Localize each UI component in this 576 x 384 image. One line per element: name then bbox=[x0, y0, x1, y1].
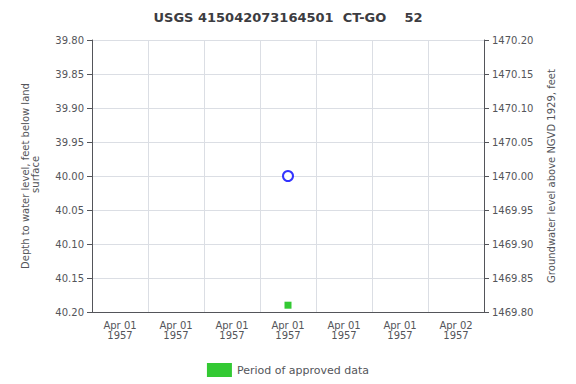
svg-text:1957: 1957 bbox=[387, 330, 412, 341]
svg-text:1470.05: 1470.05 bbox=[492, 137, 533, 148]
svg-text:Apr 01: Apr 01 bbox=[159, 319, 193, 331]
svg-text:39.95: 39.95 bbox=[55, 137, 84, 148]
svg-text:1957: 1957 bbox=[107, 330, 132, 341]
svg-text:40.15: 40.15 bbox=[55, 273, 84, 284]
svg-text:1470.00: 1470.00 bbox=[492, 171, 533, 182]
svg-text:Depth to water level, feet bel: Depth to water level, feet below land bbox=[19, 83, 31, 269]
svg-text:surface: surface bbox=[30, 156, 41, 196]
svg-text:1957: 1957 bbox=[163, 330, 188, 341]
svg-text:USGS 415042073164501 CT-GO: USGS 415042073164501 CT-GO 52 bbox=[153, 10, 422, 25]
svg-text:Apr 02: Apr 02 bbox=[439, 319, 473, 331]
svg-text:1470.10: 1470.10 bbox=[492, 103, 533, 114]
svg-text:1957: 1957 bbox=[331, 330, 356, 341]
svg-text:1957: 1957 bbox=[443, 330, 468, 341]
svg-text:39.85: 39.85 bbox=[55, 69, 84, 80]
svg-text:1469.85: 1469.85 bbox=[492, 273, 533, 284]
svg-text:1957: 1957 bbox=[275, 330, 300, 341]
svg-text:Period of approved data: Period of approved data bbox=[237, 364, 369, 377]
svg-text:39.90: 39.90 bbox=[55, 103, 84, 114]
svg-text:Apr 01: Apr 01 bbox=[383, 319, 417, 331]
svg-text:1469.80: 1469.80 bbox=[492, 307, 533, 318]
svg-text:1470.15: 1470.15 bbox=[492, 69, 533, 80]
svg-text:40.05: 40.05 bbox=[55, 205, 84, 216]
svg-text:40.00: 40.00 bbox=[55, 171, 84, 182]
svg-text:1469.95: 1469.95 bbox=[492, 205, 533, 216]
svg-text:40.20: 40.20 bbox=[55, 307, 84, 318]
svg-text:39.80: 39.80 bbox=[55, 35, 84, 46]
svg-text:Apr 01: Apr 01 bbox=[271, 319, 305, 331]
svg-text:1469.90: 1469.90 bbox=[492, 239, 533, 250]
svg-text:Apr 01: Apr 01 bbox=[327, 319, 361, 331]
svg-text:1957: 1957 bbox=[219, 330, 244, 341]
svg-text:40.10: 40.10 bbox=[55, 239, 84, 250]
svg-text:Groundwater level above NGVD 1: Groundwater level above NGVD 1929, feet bbox=[546, 69, 557, 283]
svg-text:1470.20: 1470.20 bbox=[492, 35, 533, 46]
svg-text:Apr 01: Apr 01 bbox=[103, 319, 137, 331]
svg-text:Apr 01: Apr 01 bbox=[215, 319, 249, 331]
